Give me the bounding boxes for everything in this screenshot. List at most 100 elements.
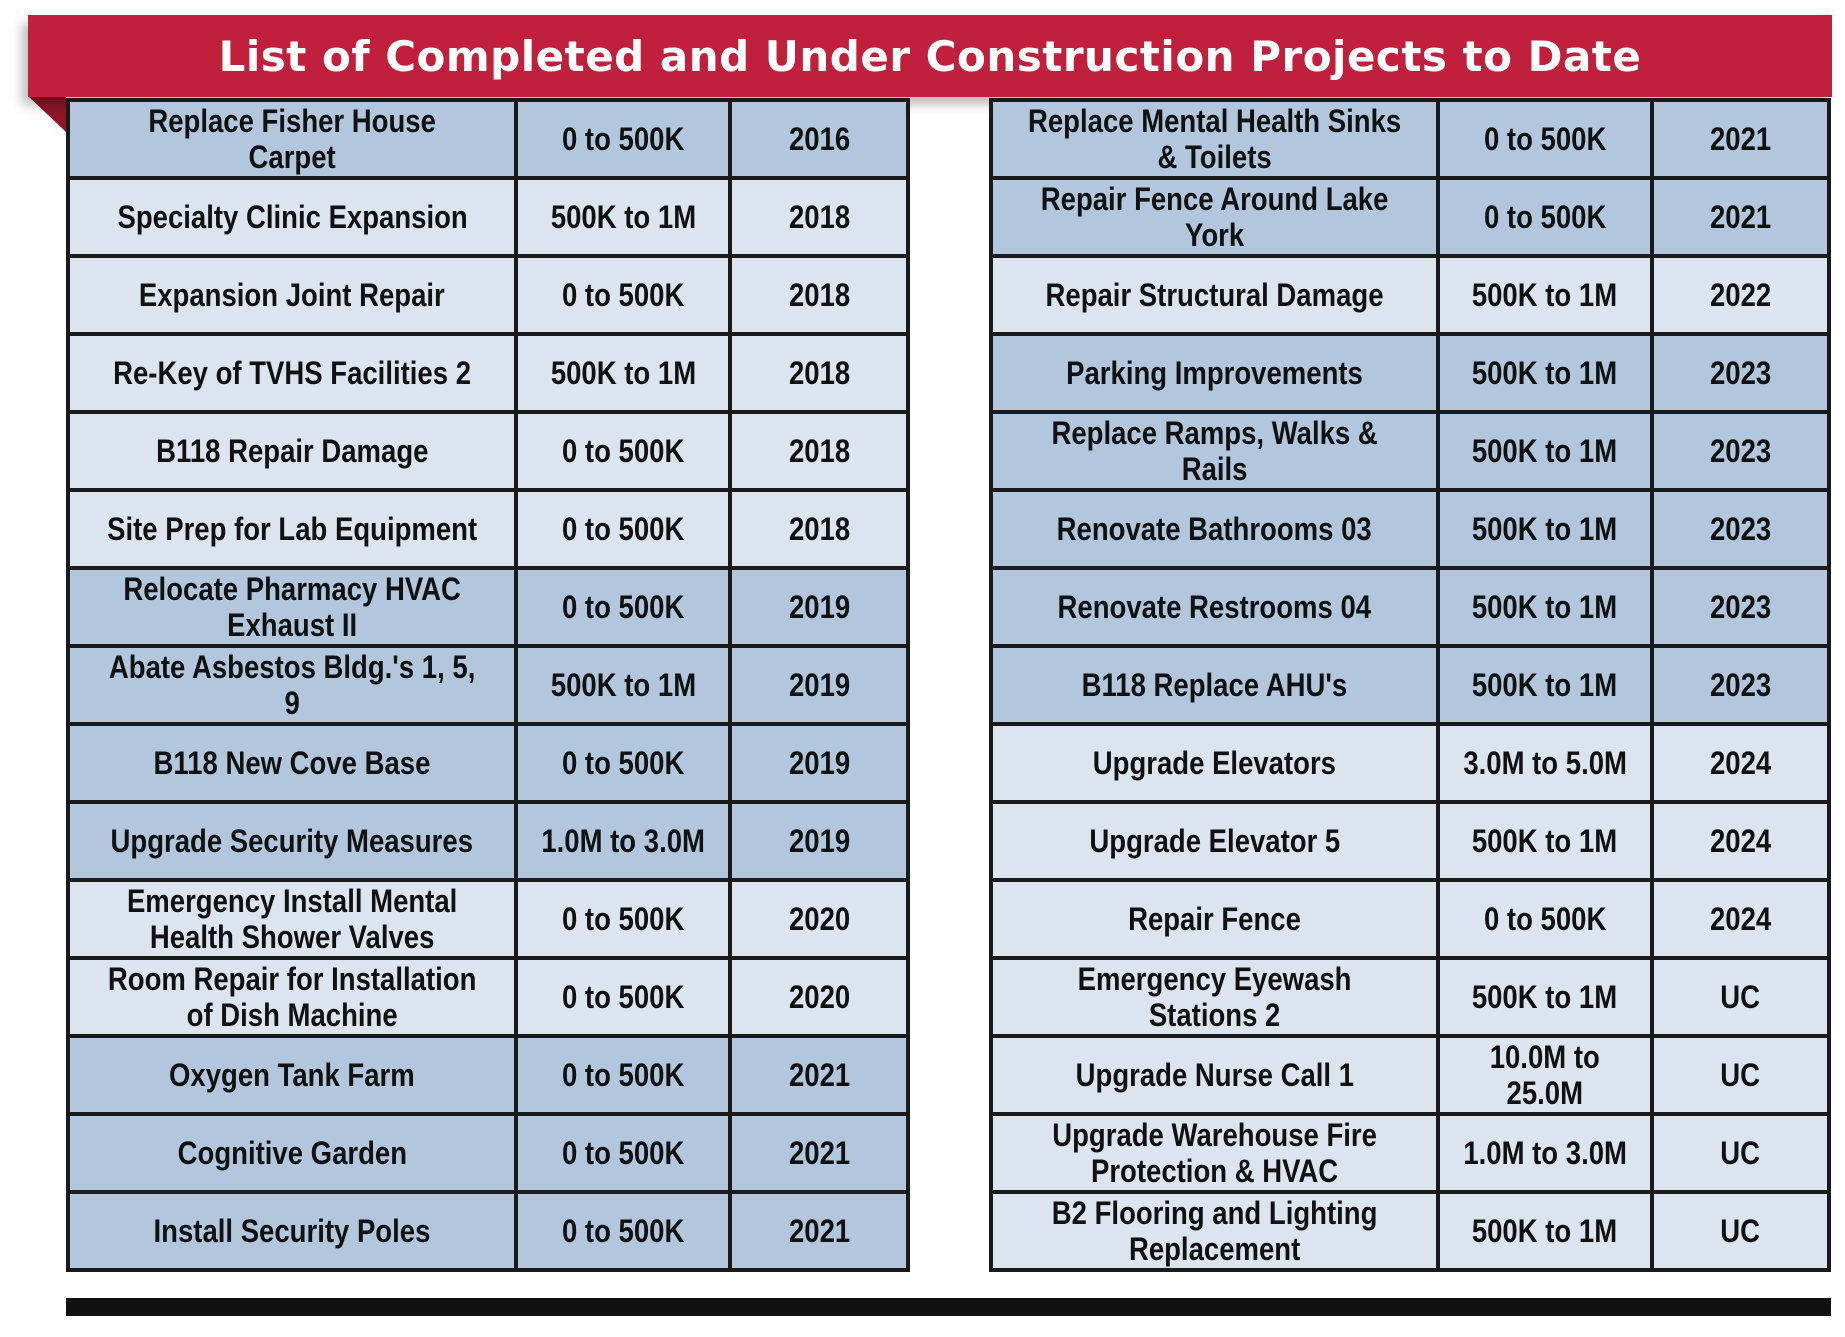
table-row: Abate Asbestos Bldg.'s 1, 5, 9 500K to 1M… — [65, 644, 910, 726]
cost-range-cell: 500K to 1M — [514, 176, 733, 258]
table-row: Renovate Bathrooms 03 500K to 1M 2023 — [988, 488, 1832, 570]
year-cell: 2023 — [1649, 488, 1832, 570]
year-cell: 2019 — [728, 566, 910, 648]
project-name-cell-text: Repair Structural Damage — [1045, 277, 1384, 313]
year-cell-text: 2019 — [788, 589, 850, 625]
left-project-table: Replace Fisher House Carpet 0 to 500K 2016… — [65, 98, 910, 1272]
project-name-cell-text: Specialty Clinic Expansion — [117, 199, 468, 235]
project-name-cell: Repair Fence Around Lake York — [988, 176, 1441, 258]
year-cell-text: 2023 — [1709, 511, 1771, 547]
cost-range-cell-text: 0 to 500K — [1483, 121, 1607, 157]
cost-range-cell: 500K to 1M — [1436, 254, 1654, 336]
project-name-cell-text: Renovate Bathrooms 03 — [1057, 511, 1373, 547]
project-name-cell: Upgrade Elevators — [988, 722, 1441, 804]
year-cell-text: 2021 — [788, 1135, 850, 1171]
table-row: Replace Mental Health Sinks & Toilets 0 t… — [988, 98, 1832, 180]
cost-range-cell: 500K to 1M — [1436, 644, 1654, 726]
year-cell: 2020 — [728, 878, 910, 960]
project-name-cell: Site Prep for Lab Equipment — [65, 488, 519, 570]
project-name-cell-text: Parking Improvements — [1066, 355, 1363, 391]
project-name-cell-text: Repair Fence Around Lake York — [1040, 181, 1389, 253]
project-name-cell: Upgrade Elevator 5 — [988, 800, 1441, 882]
cost-range-cell-text: 500K to 1M — [550, 355, 696, 391]
year-cell: UC — [1649, 956, 1832, 1038]
project-name-cell: Cognitive Garden — [65, 1112, 519, 1194]
year-cell-text: 2021 — [788, 1213, 850, 1249]
year-cell-text: 2023 — [1709, 433, 1771, 469]
project-name-cell: Parking Improvements — [988, 332, 1441, 414]
table-row: Replace Ramps, Walks & Rails 500K to 1M 20… — [988, 410, 1832, 492]
year-cell-text: 2021 — [788, 1057, 850, 1093]
table-row: Install Security Poles 0 to 500K 2021 — [65, 1190, 910, 1272]
project-name-cell-text: Replace Mental Health Sinks & Toilets — [1028, 103, 1402, 175]
project-name-cell-text: Replace Fisher House Carpet — [148, 103, 436, 175]
table-row: B118 Repair Damage 0 to 500K 2018 — [65, 410, 910, 492]
project-name-cell: Specialty Clinic Expansion — [65, 176, 519, 258]
table-row: Relocate Pharmacy HVAC Exhaust II 0 to 50… — [65, 566, 910, 648]
cost-range-cell: 0 to 500K — [514, 488, 733, 570]
cost-range-cell: 500K to 1M — [514, 332, 733, 414]
year-cell: UC — [1649, 1190, 1832, 1272]
project-name-cell-text: B118 Repair Damage — [155, 433, 429, 469]
year-cell: 2023 — [1649, 644, 1832, 726]
cost-range-cell: 500K to 1M — [1436, 956, 1654, 1038]
project-name-cell-text: Re-Key of TVHS Facilities 2 — [113, 355, 472, 391]
cost-range-cell-text: 500K to 1M — [550, 199, 696, 235]
table-row: Replace Fisher House Carpet 0 to 500K 2016 — [65, 98, 910, 180]
year-cell: 2019 — [728, 800, 910, 882]
project-name-cell-text: B118 Replace AHU's — [1081, 667, 1348, 703]
table-row: Repair Fence 0 to 500K 2024 — [988, 878, 1832, 960]
project-name-cell: Repair Fence — [988, 878, 1441, 960]
cost-range-cell-text: 3.0M to 5.0M — [1463, 745, 1627, 781]
project-name-cell: Upgrade Security Measures — [65, 800, 519, 882]
cost-range-cell: 500K to 1M — [1436, 332, 1654, 414]
right-project-table: Replace Mental Health Sinks & Toilets 0 t… — [988, 98, 1832, 1272]
cost-range-cell: 500K to 1M — [1436, 488, 1654, 570]
project-name-cell: Relocate Pharmacy HVAC Exhaust II — [65, 566, 519, 648]
year-cell-text: 2020 — [788, 901, 850, 937]
project-name-cell: Replace Fisher House Carpet — [65, 98, 519, 180]
project-name-cell-text: Install Security Poles — [153, 1213, 431, 1249]
year-cell: 2021 — [1649, 98, 1832, 180]
bottom-bar — [66, 1298, 1831, 1316]
cost-range-cell-text: 0 to 500K — [562, 511, 685, 547]
cost-range-cell-text: 500K to 1M — [1472, 277, 1618, 313]
cost-range-cell-text: 0 to 500K — [562, 121, 685, 157]
project-name-cell: Replace Ramps, Walks & Rails — [988, 410, 1441, 492]
cost-range-cell: 500K to 1M — [1436, 566, 1654, 648]
project-name-cell: Upgrade Warehouse Fire Protection & HVAC — [988, 1112, 1441, 1194]
year-cell-text: 2016 — [788, 121, 850, 157]
year-cell-text: 2018 — [788, 277, 850, 313]
year-cell: 2023 — [1649, 410, 1832, 492]
cost-range-cell: 0 to 500K — [514, 254, 733, 336]
year-cell: 2022 — [1649, 254, 1832, 336]
cost-range-cell-text: 0 to 500K — [562, 979, 685, 1015]
project-name-cell: Repair Structural Damage — [988, 254, 1441, 336]
project-name-cell: Emergency Install Mental Health Shower V… — [65, 878, 519, 960]
table-row: Oxygen Tank Farm 0 to 500K 2021 — [65, 1034, 910, 1116]
year-cell-text: 2024 — [1709, 901, 1771, 937]
table-row: B118 Replace AHU's 500K to 1M 2023 — [988, 644, 1832, 726]
cost-range-cell: 0 to 500K — [514, 1112, 733, 1194]
cost-range-cell-text: 500K to 1M — [1472, 355, 1618, 391]
cost-range-cell-text: 0 to 500K — [562, 901, 685, 937]
year-cell: 2024 — [1649, 800, 1832, 882]
year-cell: UC — [1649, 1034, 1832, 1116]
cost-range-cell-text: 0 to 500K — [1483, 901, 1607, 937]
year-cell: 2021 — [728, 1034, 910, 1116]
project-name-cell: Oxygen Tank Farm — [65, 1034, 519, 1116]
cost-range-cell: 3.0M to 5.0M — [1436, 722, 1654, 804]
project-name-cell-text: Emergency Install Mental Health Shower V… — [126, 883, 458, 955]
year-cell: 2019 — [728, 644, 910, 726]
table-row: Re-Key of TVHS Facilities 2 500K to 1M 201… — [65, 332, 910, 414]
project-name-cell-text: Upgrade Elevator 5 — [1089, 823, 1341, 859]
project-name-cell-text: Emergency Eyewash Stations 2 — [1077, 961, 1352, 1033]
cost-range-cell-text: 0 to 500K — [1483, 199, 1607, 235]
project-name-cell-text: Expansion Joint Repair — [139, 277, 446, 313]
cost-range-cell-text: 0 to 500K — [562, 1135, 685, 1171]
year-cell-text: UC — [1720, 1213, 1761, 1249]
cost-range-cell-text: 10.0M to 25.0M — [1489, 1039, 1600, 1111]
year-cell-text: 2021 — [1709, 121, 1771, 157]
project-name-cell: Install Security Poles — [65, 1190, 519, 1272]
year-cell: 2024 — [1649, 722, 1832, 804]
